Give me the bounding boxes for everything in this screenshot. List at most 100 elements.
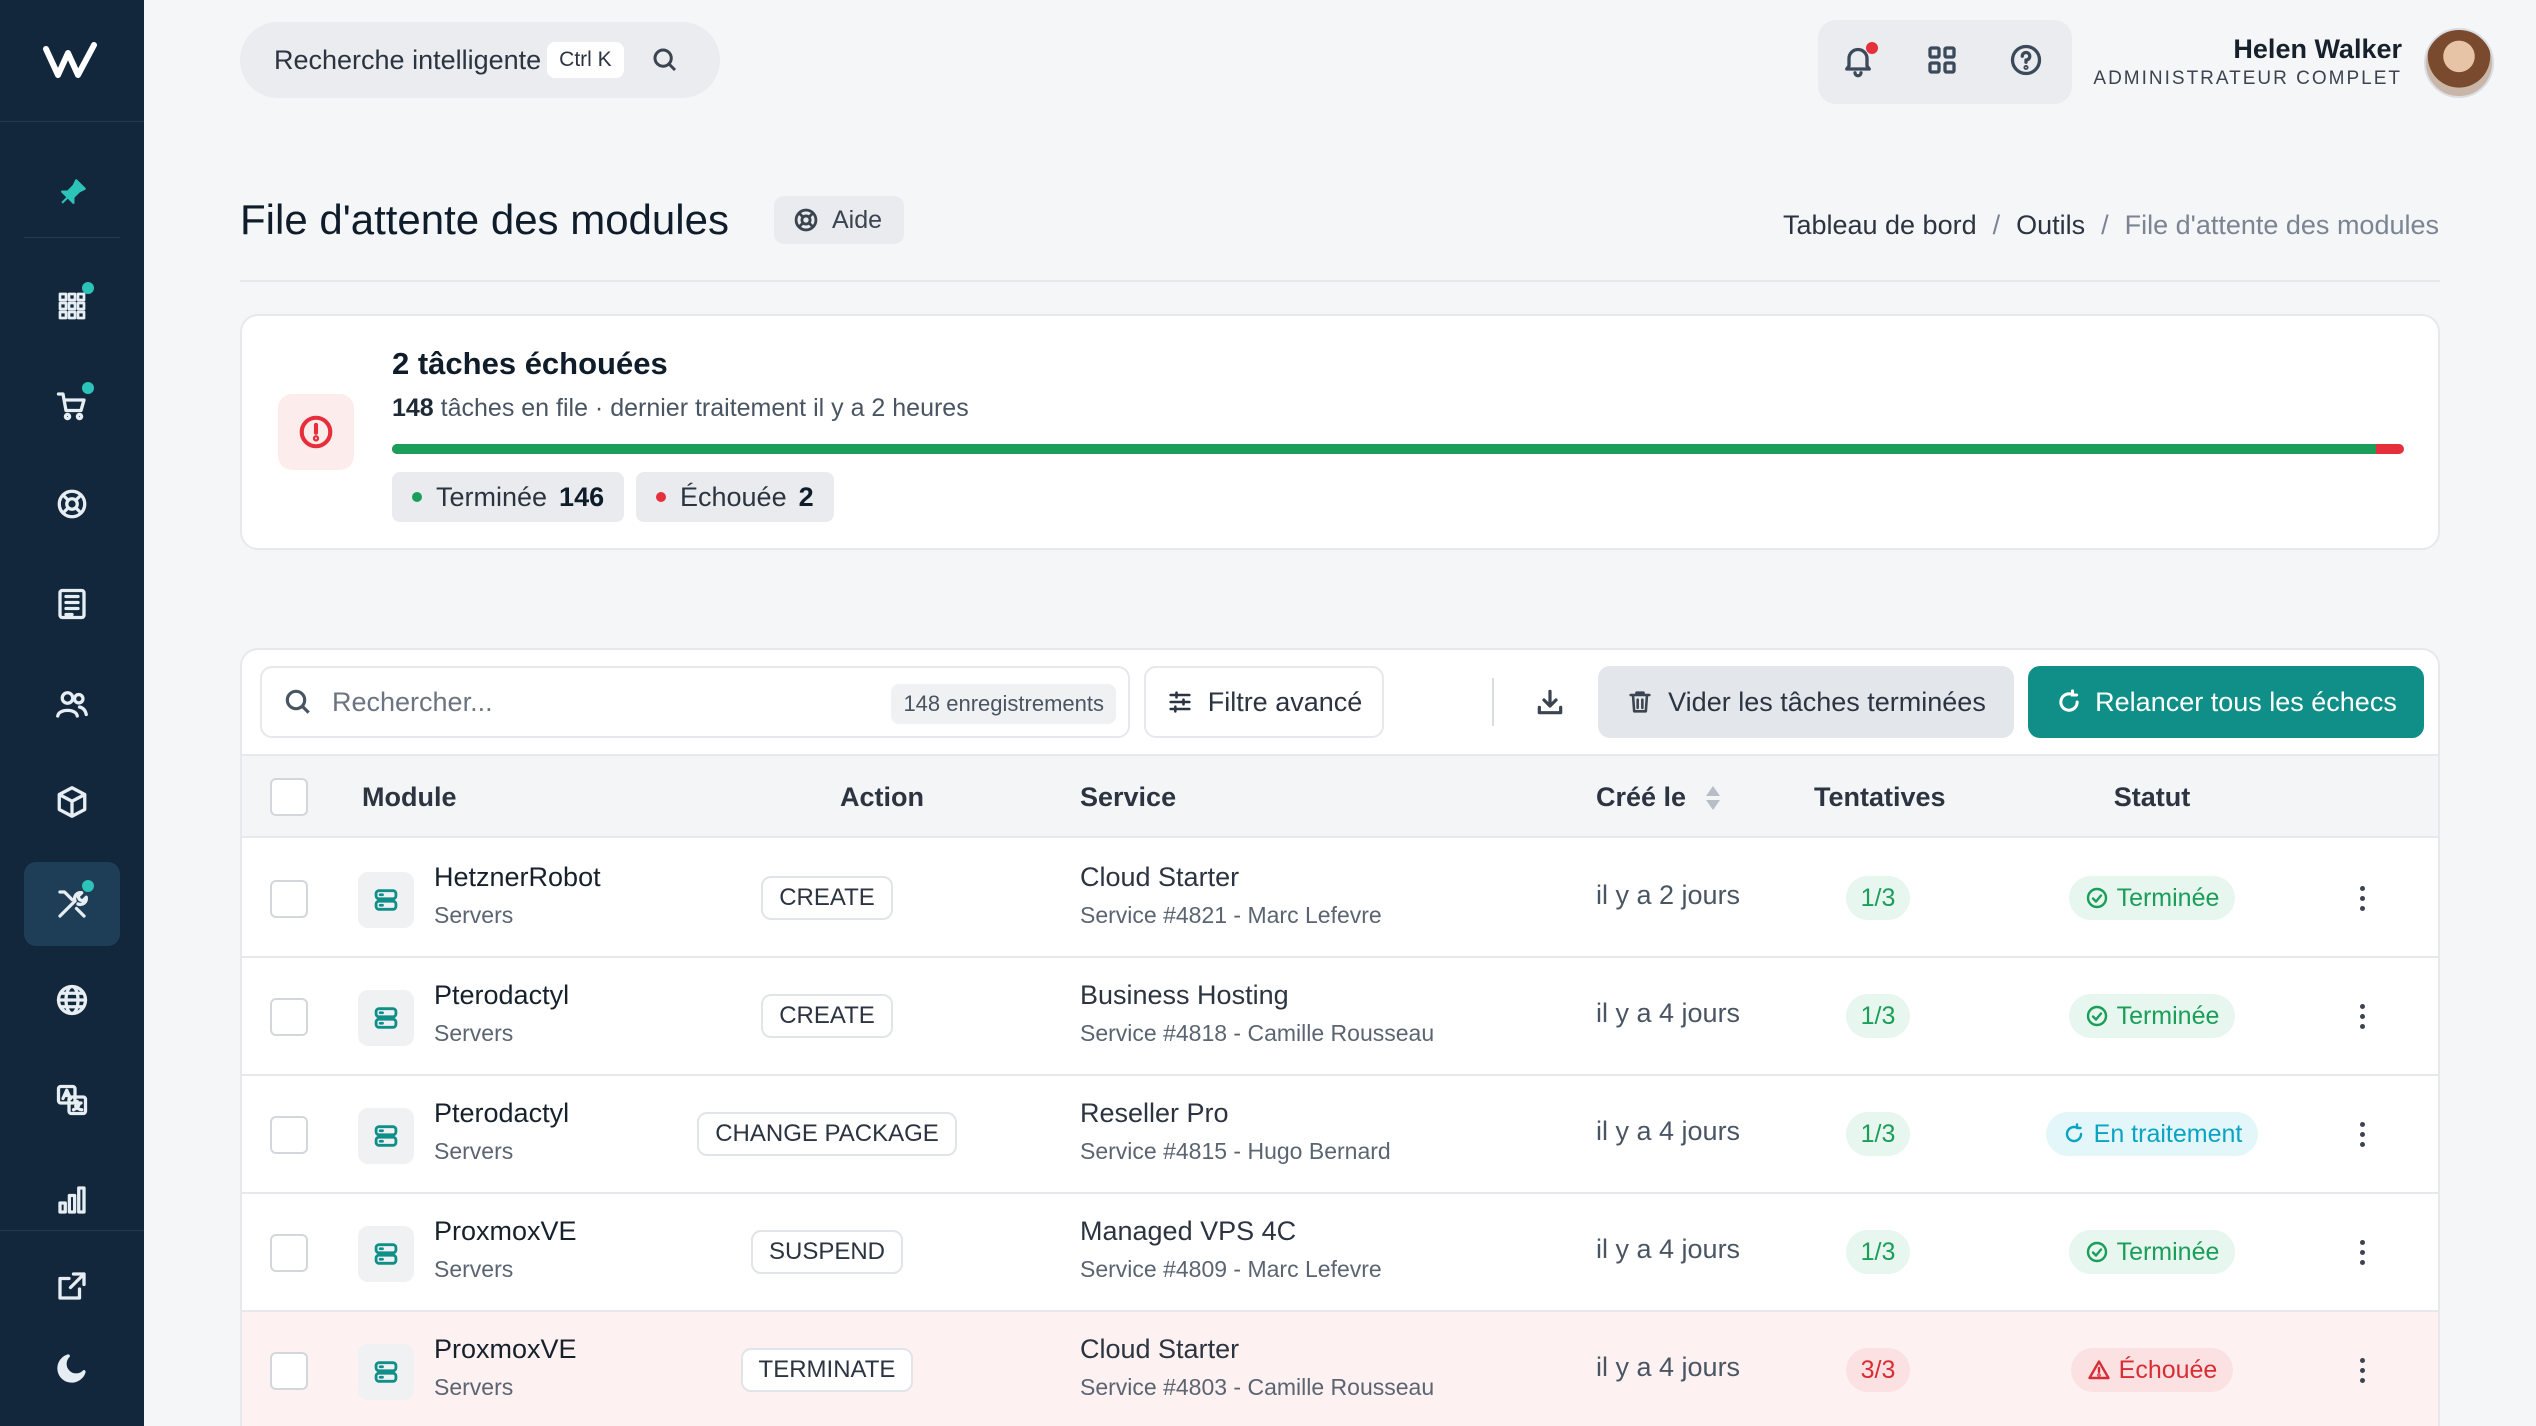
user-name[interactable]: Helen Walker	[2233, 34, 2402, 64]
help-circle-icon	[2010, 44, 2042, 76]
server-icon	[374, 1361, 398, 1383]
row-menu-button[interactable]	[2350, 878, 2374, 918]
table-row[interactable]: ProxmoxVE Servers SUSPEND Managed VPS 4C…	[242, 1194, 2438, 1312]
table-header: Module Action Service Créé le Tentatives…	[242, 754, 2438, 838]
sidebar-item-reports[interactable]	[24, 1158, 120, 1242]
sidebar-item-products[interactable]	[24, 760, 120, 844]
alert-circle-icon	[299, 415, 333, 449]
column-created[interactable]: Créé le	[1596, 782, 1687, 812]
row-checkbox[interactable]	[270, 998, 308, 1036]
module-name[interactable]: Pterodactyl	[434, 980, 570, 1010]
globe-icon	[56, 984, 88, 1016]
filter-label: Filtre avancé	[1207, 686, 1363, 717]
kebab-dot	[2359, 1367, 2365, 1373]
help-link-button[interactable]: Aide	[774, 196, 905, 244]
service-name[interactable]: Cloud Starter	[1080, 1334, 1240, 1364]
table-row[interactable]: Pterodactyl Servers CREATE Business Host…	[242, 958, 2438, 1076]
breadcrumb-separator: /	[2101, 210, 2109, 240]
help-button[interactable]	[2008, 42, 2048, 82]
service-detail: Service #4821 - Marc Lefevre	[1080, 902, 1382, 928]
clear-completed-button[interactable]: Vider les tâches terminées	[1598, 666, 2014, 738]
select-all-checkbox[interactable]	[270, 778, 308, 816]
row-checkbox[interactable]	[270, 880, 308, 918]
breadcrumb-tools[interactable]: Outils	[2016, 210, 2086, 240]
check-circle-icon	[2086, 1005, 2107, 1027]
row-menu-button[interactable]	[2350, 1114, 2374, 1154]
kebab-dot	[2359, 1013, 2365, 1019]
service-name[interactable]: Reseller Pro	[1080, 1098, 1229, 1128]
module-name[interactable]: HetznerRobot	[434, 862, 601, 892]
completed-chip[interactable]: Terminée 146	[392, 472, 625, 522]
search-icon	[653, 48, 676, 72]
failed-chip[interactable]: Échouée 2	[636, 472, 834, 522]
export-button[interactable]	[1524, 676, 1576, 728]
smart-search[interactable]: Recherche intelligente Ctrl K	[240, 22, 720, 98]
service-detail: Service #4818 - Camille Rousseau	[1080, 1020, 1435, 1046]
kebab-dot	[2359, 1023, 2365, 1029]
column-attempts[interactable]: Tentatives	[1814, 782, 1946, 812]
created-at: il y a 4 jours	[1596, 1116, 1741, 1146]
server-icon	[374, 1007, 398, 1029]
sidebar-item-translations[interactable]	[24, 1058, 120, 1142]
column-service[interactable]: Service	[1080, 782, 1177, 812]
server-icon	[374, 1125, 398, 1147]
lifebuoy-icon	[57, 489, 87, 519]
sidebar-item-support[interactable]	[24, 462, 120, 546]
row-checkbox[interactable]	[270, 1352, 308, 1390]
module-name[interactable]: ProxmoxVE	[434, 1216, 577, 1246]
status-label: En traitement	[2093, 1119, 2243, 1148]
module-name[interactable]: ProxmoxVE	[434, 1334, 577, 1364]
action-badge: CREATE	[761, 994, 893, 1038]
apps-button[interactable]	[1924, 42, 1964, 82]
translate-icon	[56, 1084, 88, 1116]
sidebar-item-users[interactable]	[24, 662, 120, 746]
service-name[interactable]: Business Hosting	[1080, 980, 1289, 1010]
header-actions	[1818, 20, 2072, 104]
sidebar-item-pin[interactable]	[24, 148, 120, 238]
attempts-badge: 1/3	[1846, 994, 1910, 1038]
service-name[interactable]: Managed VPS 4C	[1080, 1216, 1297, 1246]
sidebar-item-invoices[interactable]	[24, 562, 120, 646]
module-icon	[358, 1108, 414, 1164]
table-row[interactable]: HetznerRobot Servers CREATE Cloud Starte…	[242, 840, 2438, 958]
table-row[interactable]: Pterodactyl Servers CHANGE PACKAGE Resel…	[242, 1076, 2438, 1194]
pin-icon	[61, 178, 86, 204]
row-checkbox[interactable]	[270, 1116, 308, 1154]
row-menu-button[interactable]	[2350, 996, 2374, 1036]
sidebar-item-tools[interactable]	[24, 862, 120, 946]
column-status[interactable]: Statut	[2113, 782, 2191, 812]
module-category: Servers	[434, 1256, 514, 1282]
notifications-button[interactable]	[1840, 42, 1880, 82]
check-circle-icon	[2086, 1241, 2107, 1263]
retry-all-failed-button[interactable]: Relancer tous les échecs	[2028, 666, 2424, 738]
module-name[interactable]: Pterodactyl	[434, 1098, 570, 1128]
notification-dot	[82, 282, 94, 294]
sidebar-item-external[interactable]	[24, 1244, 120, 1328]
app-logo[interactable]	[0, 0, 144, 122]
attempts-badge: 1/3	[1846, 1230, 1910, 1274]
avatar[interactable]	[2424, 28, 2494, 98]
row-menu-button[interactable]	[2350, 1350, 2374, 1390]
column-action[interactable]: Action	[840, 782, 924, 812]
row-menu-button[interactable]	[2350, 1232, 2374, 1272]
table-search-input[interactable]: Rechercher... 148 enregistrements	[260, 666, 1130, 738]
table-row[interactable]: ProxmoxVE Servers TERMINATE Cloud Starte…	[242, 1312, 2438, 1426]
sidebar-item-theme[interactable]	[24, 1326, 120, 1410]
status-label: Échouée	[2118, 1355, 2218, 1384]
attempts-badge: 1/3	[1846, 876, 1910, 920]
service-detail: Service #4809 - Marc Lefevre	[1080, 1256, 1382, 1282]
refresh-icon	[2065, 1123, 2082, 1143]
sidebar-item-domains[interactable]	[24, 958, 120, 1042]
column-module[interactable]: Module	[362, 782, 457, 812]
sort-icon[interactable]	[1704, 784, 1722, 812]
service-name[interactable]: Cloud Starter	[1080, 862, 1240, 892]
kebab-dot	[2359, 895, 2365, 901]
sidebar-item-apps[interactable]	[24, 264, 120, 348]
queue-progress-bar	[392, 444, 2404, 454]
breadcrumb-dashboard[interactable]: Tableau de bord	[1782, 210, 1977, 240]
action-badge: CHANGE PACKAGE	[697, 1112, 957, 1156]
advanced-filter-button[interactable]: Filtre avancé	[1144, 666, 1384, 738]
sidebar-item-cart[interactable]	[24, 364, 120, 448]
help-label: Aide	[832, 205, 883, 234]
row-checkbox[interactable]	[270, 1234, 308, 1272]
